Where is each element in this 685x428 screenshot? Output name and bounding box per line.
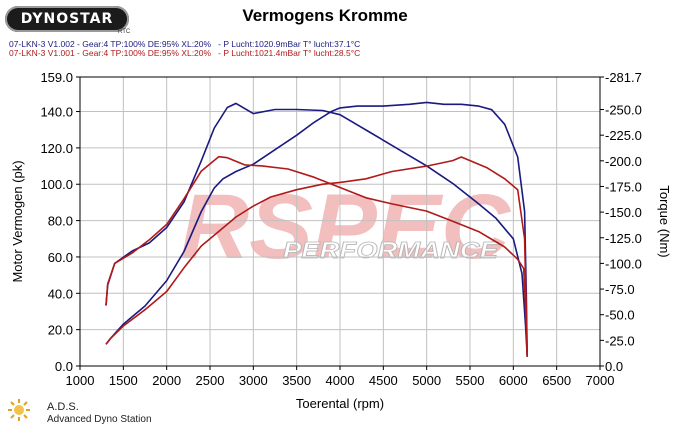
footer-subtitle: Advanced Dyno Station: [47, 414, 152, 425]
series-4-torque-line: [105, 155, 528, 356]
series-1-power-line: [105, 101, 528, 357]
x-tick-label: 4500: [369, 373, 398, 388]
watermark-subtext: PERFORMANCE: [283, 237, 499, 263]
y-tick-label: 80.0: [48, 214, 73, 229]
x-tick-label: 3500: [282, 373, 311, 388]
y-tick-label: 60.0: [48, 250, 73, 265]
y-tick-label: 20.0: [48, 323, 73, 338]
y2-tick-label: -150.0: [605, 205, 642, 220]
y-tick-label: 40.0: [48, 286, 73, 301]
chart-title: Vermogens Kromme: [242, 6, 408, 25]
y2-tick-label: -50.0: [605, 308, 635, 323]
ads-sun-icon: [8, 399, 30, 421]
x-tick-label: 6500: [542, 373, 571, 388]
watermark-text: RSPEC: [180, 176, 512, 278]
y-tick-label: 159.0: [40, 70, 73, 85]
run-1-label: 07-LKN-3 V1.002 - Gear:4 TP:100% DE:95% …: [9, 39, 361, 49]
x-tick-label: 5500: [456, 373, 485, 388]
y2-tick-label: 0.0: [605, 359, 623, 374]
x-axis-label: Toerental (rpm): [296, 396, 384, 411]
x-tick-label: 2000: [152, 373, 181, 388]
y-axis-label: Motor Vermogen (pk): [10, 160, 25, 282]
y2-tick-label: -175.0: [605, 179, 642, 194]
y2-tick-label: -250.0: [605, 103, 642, 118]
logo-subtext: RTC: [118, 29, 131, 35]
y2-tick-label: -281.7: [605, 70, 642, 85]
x-tick-label: 4000: [326, 373, 355, 388]
series-2-torque-line: [105, 102, 528, 356]
y2-tick-label: -75.0: [605, 282, 635, 297]
y-tick-label: 140.0: [40, 105, 73, 120]
logo-text: DYNOSTAR: [20, 11, 114, 27]
x-tick-label: 3000: [239, 373, 268, 388]
run-2-label: 07-LKN-3 V1.001 - Gear:4 TP:100% DE:95% …: [9, 48, 361, 58]
y2-axis-label: Torque (Nm): [657, 185, 672, 257]
y-tick-label: 100.0: [40, 177, 73, 192]
y2-tick-label: -225.0: [605, 128, 642, 143]
y-tick-label: 0.0: [55, 359, 73, 374]
x-tick-label: 1500: [109, 373, 138, 388]
y2-tick-label: -200.0: [605, 154, 642, 169]
y2-tick-label: -100.0: [605, 256, 642, 271]
y2-tick-label: -125.0: [605, 231, 642, 246]
footer-title: A.D.S.: [47, 401, 79, 413]
x-tick-label: 6000: [499, 373, 528, 388]
dynostar-logo: DYNOSTAR: [5, 6, 129, 32]
y2-tick-label: -25.0: [605, 333, 635, 348]
x-tick-label: 1000: [66, 373, 95, 388]
x-tick-label: 5000: [412, 373, 441, 388]
y-tick-label: 120.0: [40, 141, 73, 156]
x-tick-label: 7000: [586, 373, 615, 388]
x-tick-label: 2500: [196, 373, 225, 388]
